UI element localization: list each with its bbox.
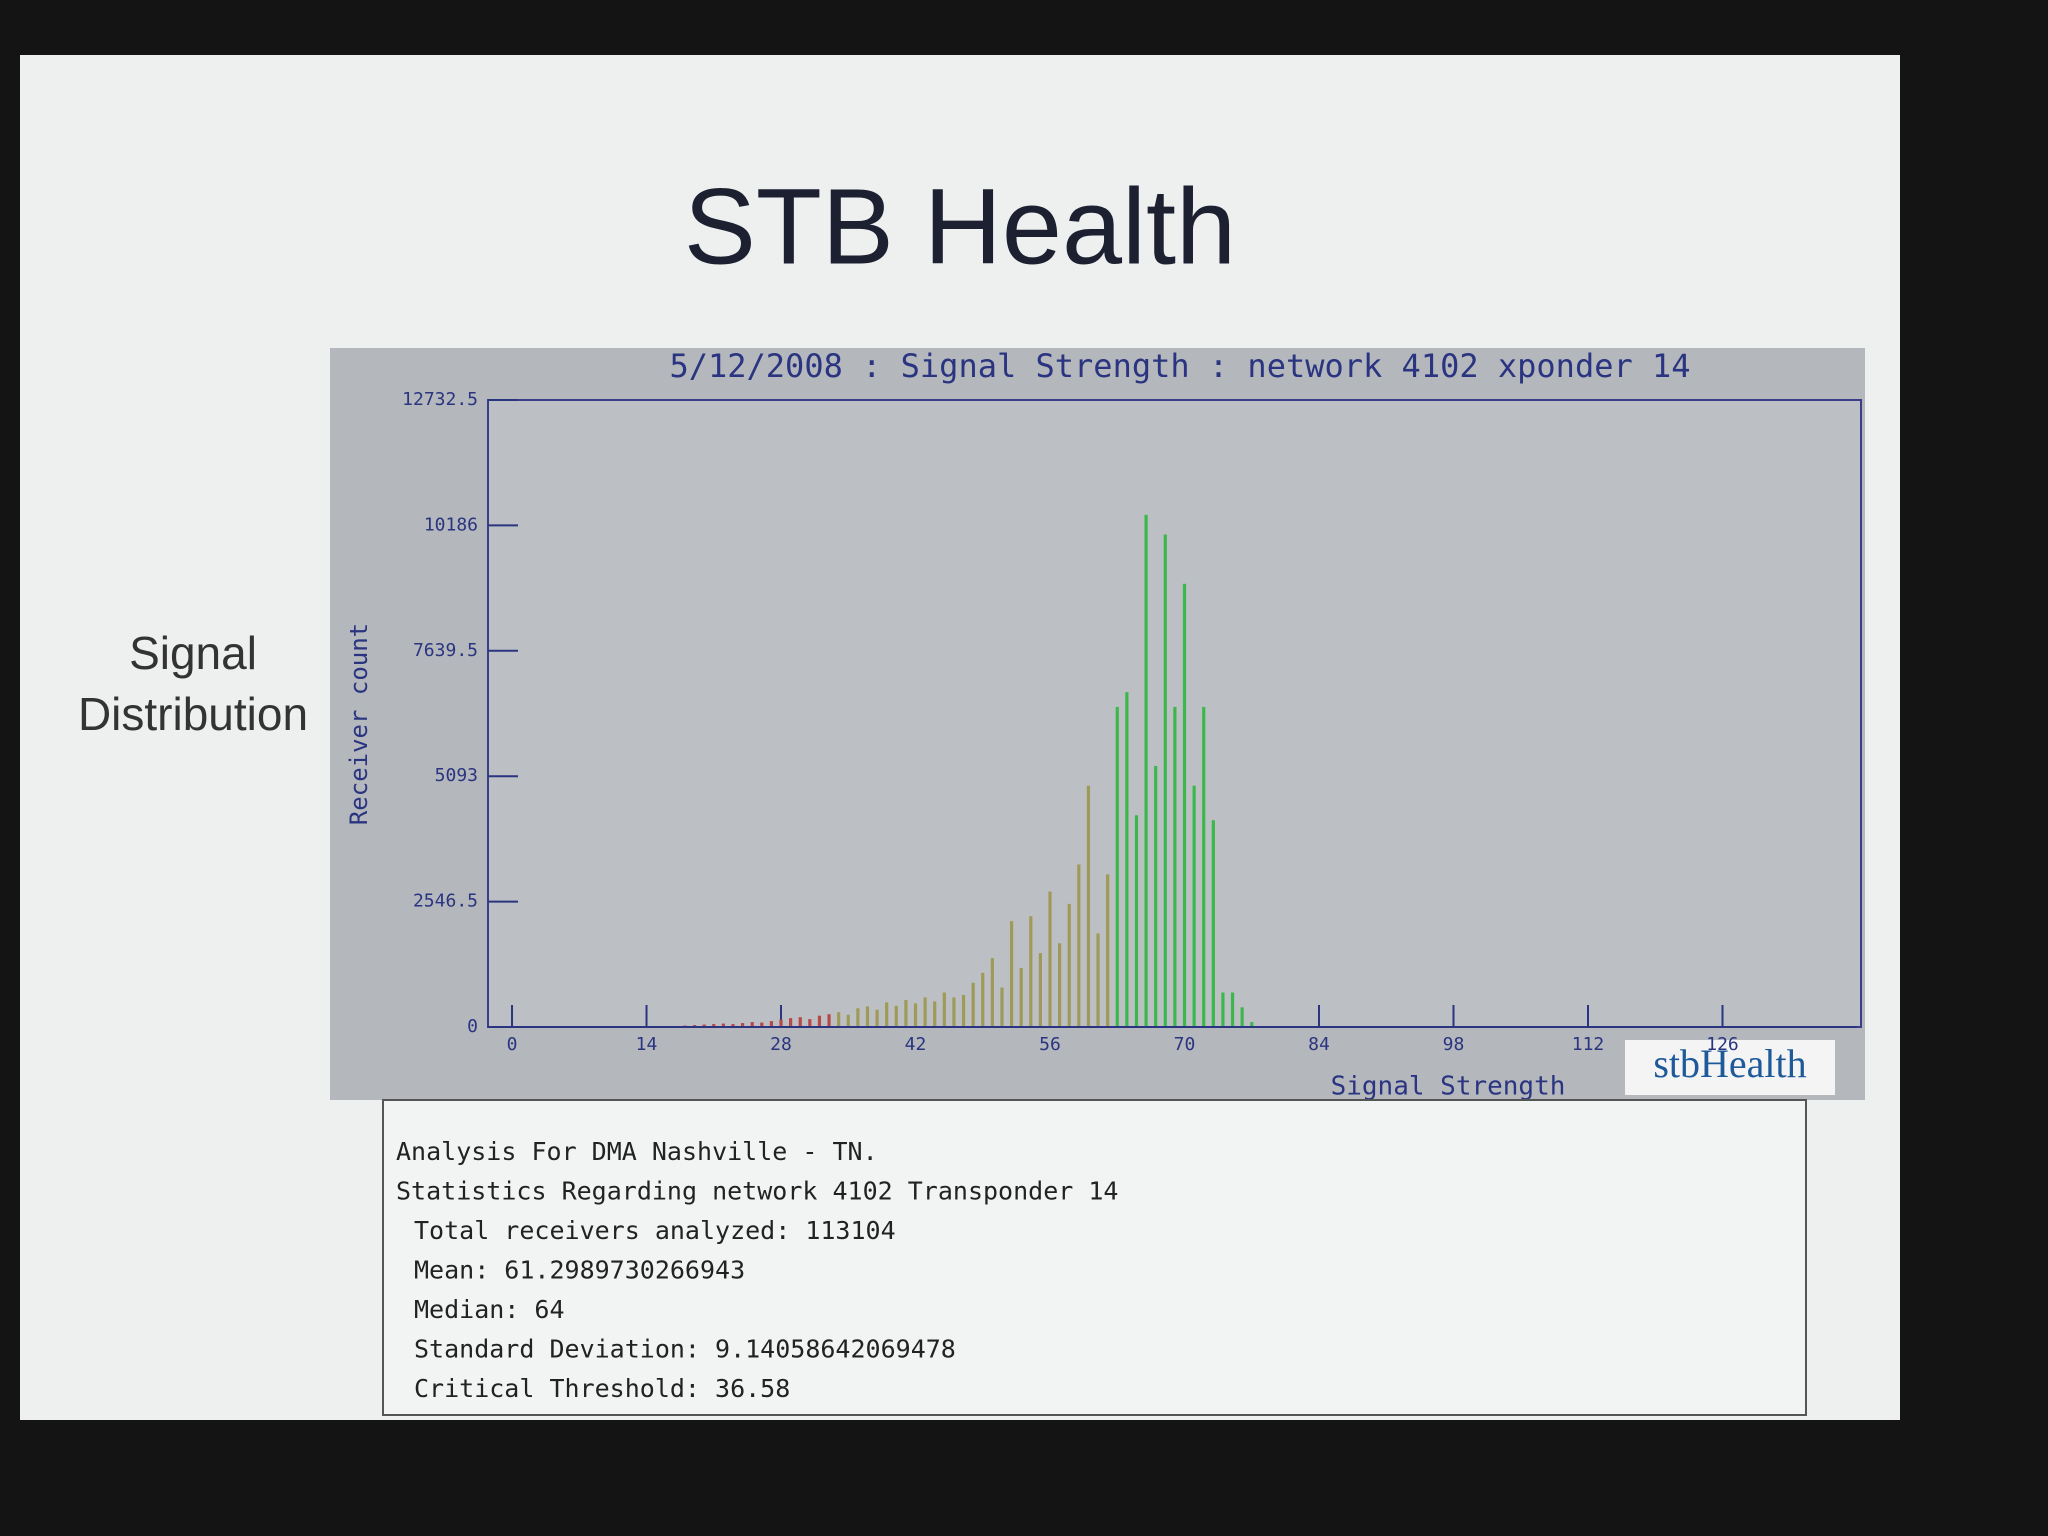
slide-title: STB Health — [684, 166, 1236, 287]
bar — [1038, 953, 1043, 1027]
bar — [1019, 967, 1023, 1027]
x-tick-label: 84 — [1308, 1034, 1330, 1055]
x-tick-label: 28 — [770, 1034, 792, 1055]
stats-line: Median: 64 — [414, 1295, 565, 1324]
bar — [817, 1015, 822, 1027]
bar — [933, 1001, 937, 1027]
bar — [1009, 921, 1014, 1027]
bar — [779, 1019, 783, 1027]
y-tick-label: 2546.5 — [413, 891, 478, 912]
bar — [1173, 706, 1177, 1027]
stats-line: Standard Deviation: 9.14058642069478 — [414, 1335, 956, 1364]
bar — [865, 1006, 870, 1027]
bar — [712, 1024, 716, 1027]
bar — [1211, 820, 1215, 1027]
bar — [740, 1023, 745, 1027]
bar — [808, 1019, 812, 1027]
y-tick-label: 10186 — [424, 514, 478, 535]
bar — [1221, 992, 1225, 1027]
bar — [981, 972, 985, 1027]
bar — [990, 958, 994, 1027]
bar — [856, 1008, 860, 1027]
chart-title: 5/12/2008 : Signal Strength : network 41… — [669, 347, 1690, 385]
bar — [971, 982, 975, 1027]
bar — [846, 1014, 850, 1027]
side-label: Signal — [129, 627, 257, 679]
stats-line: Critical Threshold: 36.58 — [414, 1374, 790, 1403]
bar — [750, 1022, 754, 1027]
bar — [1115, 706, 1119, 1027]
bar — [1077, 864, 1081, 1027]
y-tick-label: 5093 — [435, 765, 478, 786]
y-tick-label: 0 — [467, 1016, 478, 1037]
x-tick-label: 98 — [1443, 1034, 1465, 1055]
bar — [827, 1014, 831, 1027]
bar — [942, 992, 946, 1027]
bar — [952, 997, 956, 1027]
y-axis-label: Receiver count — [345, 623, 373, 825]
bar — [1000, 987, 1004, 1027]
logo: stbHealth — [1653, 1041, 1806, 1086]
bar — [1096, 933, 1100, 1027]
bar — [1125, 692, 1129, 1027]
x-tick-label: 56 — [1039, 1034, 1061, 1055]
x-axis-label: Signal Strength — [1331, 1072, 1566, 1102]
bar — [1230, 992, 1235, 1027]
bar — [1029, 916, 1033, 1027]
stats-line: Mean: 61.2989730266943 — [414, 1256, 745, 1285]
bar — [1182, 583, 1187, 1027]
y-tick-label: 12732.5 — [402, 389, 478, 410]
y-tick-label: 7639.5 — [413, 640, 478, 661]
bar — [798, 1017, 802, 1027]
bar — [769, 1021, 774, 1027]
bar — [721, 1023, 725, 1027]
stats-line: Statistics Regarding network 4102 Transp… — [396, 1177, 1118, 1206]
bar — [702, 1024, 706, 1027]
bar — [1202, 706, 1206, 1027]
bar — [1086, 785, 1091, 1027]
stats-box — [382, 1099, 1807, 1416]
bar — [923, 997, 927, 1027]
x-tick-label: 42 — [905, 1034, 927, 1055]
bar — [1144, 514, 1148, 1027]
bar — [760, 1022, 764, 1027]
x-tick-label: 126 — [1706, 1034, 1739, 1055]
bar — [1192, 785, 1196, 1027]
side-label: Distribution — [78, 688, 308, 740]
bar — [894, 1005, 898, 1027]
logo-box — [1625, 1040, 1835, 1095]
bar — [1163, 534, 1167, 1027]
bar — [1154, 766, 1158, 1027]
bar — [875, 1009, 879, 1027]
bar — [961, 994, 966, 1027]
bar — [731, 1024, 735, 1027]
stats-line: Total receivers analyzed: 113104 — [414, 1216, 896, 1245]
x-tick-label: 112 — [1572, 1034, 1605, 1055]
bar — [1250, 1022, 1254, 1027]
bar — [904, 999, 908, 1027]
bar — [885, 1002, 889, 1027]
bar — [1058, 943, 1062, 1027]
bar — [1240, 1007, 1244, 1027]
bar — [837, 1012, 841, 1027]
bar — [913, 1003, 918, 1027]
x-tick-label: 14 — [636, 1034, 658, 1055]
bar — [1048, 891, 1052, 1027]
bar — [1106, 874, 1110, 1027]
bar — [1134, 815, 1139, 1027]
stats-line: Analysis For DMA Nashville - TN. — [396, 1137, 878, 1166]
x-tick-label: 70 — [1174, 1034, 1196, 1055]
x-tick-label: 0 — [507, 1034, 518, 1055]
bar — [1067, 903, 1071, 1027]
bar — [789, 1018, 793, 1027]
